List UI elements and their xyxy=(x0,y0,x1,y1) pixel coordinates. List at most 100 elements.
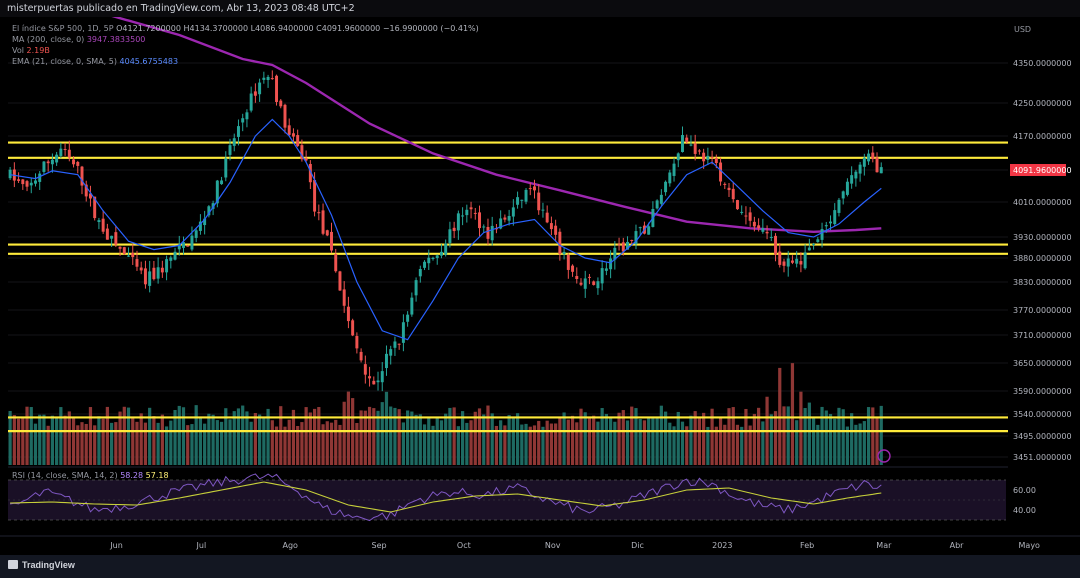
candle-body xyxy=(25,181,29,187)
time-axis-label: Dic xyxy=(631,541,644,550)
volume-bar xyxy=(219,421,224,465)
candle-body xyxy=(384,353,388,369)
candle-body xyxy=(528,188,532,190)
volume-bar xyxy=(469,420,473,465)
volume-bar xyxy=(659,405,663,465)
candle-body xyxy=(638,227,642,229)
candle-body xyxy=(664,181,668,193)
candle-body xyxy=(279,100,283,107)
volume-bar xyxy=(854,424,858,465)
volume-bar xyxy=(380,402,384,465)
volume-bar xyxy=(718,418,723,465)
volume-bar xyxy=(773,411,778,465)
volume-bars xyxy=(8,363,883,465)
candle-body xyxy=(681,135,684,152)
candle-body xyxy=(266,76,270,81)
last-price-label: 4091.9600000 xyxy=(1013,166,1072,175)
volume-bar xyxy=(177,405,181,465)
candle-body xyxy=(182,242,185,248)
candle-body xyxy=(803,252,807,269)
candle-body xyxy=(372,380,376,385)
candle-body xyxy=(21,179,25,185)
candle-body xyxy=(820,229,824,240)
time-axis-label: Sep xyxy=(372,541,387,550)
volume-bar xyxy=(460,411,465,465)
candle-body xyxy=(799,261,803,265)
price-chart-svg[interactable]: 60.00 40.00 USD 4350.0000000 4250.0000000 41… xyxy=(0,17,1080,555)
volume-bar xyxy=(473,411,477,465)
alert-icon xyxy=(877,449,891,463)
volume-bar xyxy=(845,426,850,465)
volume-bar xyxy=(625,420,630,465)
candle-body xyxy=(190,235,194,250)
candle-body xyxy=(499,218,503,229)
tradingview-logo[interactable]: TradingView xyxy=(8,560,75,570)
candle-body xyxy=(854,171,858,179)
candle-body xyxy=(59,148,63,156)
candle-body xyxy=(169,257,173,261)
candle-body xyxy=(575,276,579,279)
volume-bar xyxy=(88,407,93,465)
candle-body xyxy=(719,162,723,182)
candle-body xyxy=(38,173,42,182)
volume-bar xyxy=(676,411,680,465)
volume-bar xyxy=(101,418,105,465)
volume-bar xyxy=(215,420,219,465)
candle-body xyxy=(537,192,541,211)
volume-bar xyxy=(262,418,266,465)
candle-body xyxy=(406,314,410,322)
candle-body xyxy=(795,258,799,264)
candle-body xyxy=(655,200,659,209)
volume-bar xyxy=(858,423,862,465)
volume-bar xyxy=(156,422,160,465)
volume-bar xyxy=(190,424,194,465)
volume-bar xyxy=(401,422,406,465)
candle-body xyxy=(511,207,515,217)
candle-body xyxy=(224,158,228,178)
candle-body xyxy=(862,157,866,167)
footer-bar: TradingView xyxy=(0,555,1080,578)
candle-body xyxy=(245,112,249,120)
volume-bar xyxy=(647,418,651,465)
candle-body xyxy=(8,169,12,179)
volume-bar xyxy=(291,409,296,465)
volume-bar xyxy=(258,414,262,465)
candle-body xyxy=(816,239,820,243)
volume-bar xyxy=(833,418,837,465)
volume-bar xyxy=(122,406,126,465)
volume-bar xyxy=(850,413,854,465)
candle-body xyxy=(609,258,613,270)
volume-bar xyxy=(642,420,647,465)
legend-symbol-row: El índice S&P 500, 1D, 5P O4121.7200000 … xyxy=(12,24,479,34)
legend-ma-value: 3947.3833500 xyxy=(86,35,146,44)
candle-body xyxy=(769,236,773,238)
volume-bar xyxy=(663,411,668,465)
candle-body xyxy=(778,251,782,265)
chart-area[interactable]: 60.00 40.00 USD 4350.0000000 4250.0000000 41… xyxy=(0,17,1080,555)
volume-bar xyxy=(537,420,541,465)
volume-bar xyxy=(312,408,317,465)
volume-bar xyxy=(558,417,562,465)
price-tick-label: 3880.0000000 xyxy=(1013,254,1072,263)
candle-body xyxy=(368,376,372,379)
volume-bar xyxy=(668,422,672,465)
volume-bar xyxy=(503,425,507,465)
candle-body xyxy=(482,226,486,228)
volume-bar xyxy=(431,425,435,465)
volume-bar xyxy=(499,420,503,465)
candle-body xyxy=(76,161,80,166)
volume-bar xyxy=(228,419,232,465)
volume-bar xyxy=(672,426,676,465)
volume-bar xyxy=(549,423,554,465)
candle-body xyxy=(545,212,549,223)
volume-bar xyxy=(55,417,59,465)
price-axis: USD 4350.0000000 4250.0000000 4170.0000000 4… xyxy=(1008,17,1080,470)
volume-bar xyxy=(224,408,228,465)
volume-bar xyxy=(25,406,29,465)
candle-body xyxy=(308,163,312,183)
volume-bar xyxy=(346,391,351,465)
volume-bar xyxy=(714,426,718,465)
volume-bar xyxy=(283,426,287,465)
candle-body xyxy=(727,187,731,191)
volume-bar xyxy=(828,414,833,465)
